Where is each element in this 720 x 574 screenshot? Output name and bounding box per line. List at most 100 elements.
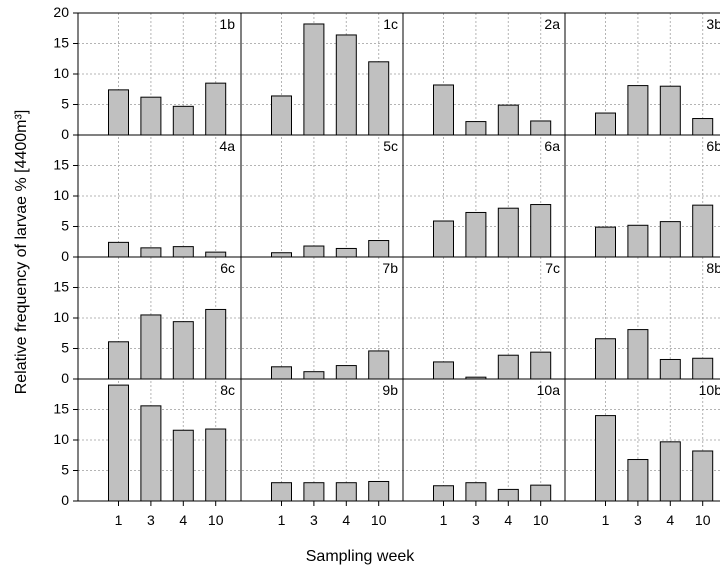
panel-label: 4a: [219, 138, 235, 154]
y-tick-label: 10: [53, 187, 69, 203]
bar: [530, 484, 552, 502]
bar: [368, 350, 390, 380]
panel-label: 8b: [706, 260, 720, 276]
bar: [172, 321, 194, 380]
x-tick-label: 1: [278, 512, 286, 528]
panel-label: 6c: [220, 260, 235, 276]
y-tick-label: 0: [61, 248, 69, 264]
bar: [465, 121, 487, 136]
bar: [205, 428, 227, 502]
y-tick-label: 0: [61, 492, 69, 508]
bar: [108, 89, 129, 136]
x-tick-label: 10: [371, 512, 387, 528]
bar: [368, 61, 390, 136]
bar: [303, 245, 325, 258]
bar: [530, 120, 552, 136]
bar: [659, 358, 681, 380]
bar: [368, 240, 390, 258]
bar: [595, 226, 616, 258]
x-tick-label: 4: [179, 512, 187, 528]
bar: [659, 221, 681, 258]
y-tick-label: 10: [53, 65, 69, 81]
bar: [108, 341, 129, 380]
x-tick-label: 4: [666, 512, 674, 528]
bar: [140, 314, 162, 380]
y-tick-label: 5: [61, 462, 69, 478]
bar: [271, 252, 292, 258]
panel-label: 5c: [383, 138, 398, 154]
bar: [140, 96, 162, 136]
x-tick-label: 3: [634, 512, 642, 528]
bar: [627, 329, 649, 380]
bar: [595, 338, 616, 380]
bar: [205, 251, 227, 258]
bar: [497, 354, 519, 380]
bar: [595, 415, 616, 502]
bar: [692, 118, 714, 136]
panel-label: 8c: [220, 382, 235, 398]
y-tick-label: 20: [53, 4, 69, 20]
y-tick-label: 10: [53, 431, 69, 447]
bar: [433, 485, 454, 502]
y-tick-label: 5: [61, 218, 69, 234]
y-tick-label: 0: [61, 126, 69, 142]
bar: [172, 246, 194, 258]
bar: [497, 104, 519, 136]
bar: [335, 365, 357, 380]
bar: [465, 482, 487, 502]
bar: [335, 482, 357, 502]
bar: [205, 82, 227, 136]
bar: [271, 366, 292, 380]
bar: [140, 405, 162, 502]
bar: [108, 384, 129, 502]
bar: [627, 224, 649, 258]
x-tick-label: 3: [147, 512, 155, 528]
bar: [627, 459, 649, 502]
bar: [497, 488, 519, 502]
bar: [271, 482, 292, 502]
bar: [530, 204, 552, 258]
bar: [303, 371, 325, 380]
bar: [497, 207, 519, 258]
bar: [368, 480, 390, 502]
x-tick-label: 1: [115, 512, 123, 528]
x-tick-label: 10: [533, 512, 549, 528]
y-tick-label: 0: [61, 370, 69, 386]
x-tick-label: 4: [504, 512, 512, 528]
bar: [692, 204, 714, 258]
panel-label: 10a: [537, 382, 561, 398]
y-tick-label: 15: [53, 157, 69, 173]
panel-label: 7c: [545, 260, 560, 276]
panel-label: 3b: [706, 16, 720, 32]
bar: [172, 105, 194, 136]
bar: [659, 441, 681, 502]
bar: [140, 247, 162, 258]
y-tick-label: 5: [61, 96, 69, 112]
x-tick-label: 3: [310, 512, 318, 528]
bar: [205, 308, 227, 380]
bar: [303, 23, 325, 136]
x-tick-label: 3: [472, 512, 480, 528]
bar: [433, 361, 454, 380]
bar: [659, 85, 681, 136]
bar: [692, 357, 714, 380]
x-tick-label: 10: [208, 512, 224, 528]
bar: [465, 211, 487, 258]
bar: [303, 482, 325, 502]
bar: [172, 429, 194, 502]
y-tick-label: 15: [53, 401, 69, 417]
panel-label: 1c: [383, 16, 398, 32]
y-tick-label: 15: [53, 35, 69, 51]
bar: [433, 220, 454, 258]
panel-label: 6a: [544, 138, 560, 154]
panel-label: 9b: [382, 382, 398, 398]
bar: [595, 112, 616, 136]
panel-label: 10b: [699, 382, 720, 398]
bar: [692, 450, 714, 502]
bar: [108, 241, 129, 258]
y-tick-label: 15: [53, 279, 69, 295]
x-tick-label: 1: [440, 512, 448, 528]
y-tick-label: 10: [53, 309, 69, 325]
panel-label: 1b: [219, 16, 235, 32]
